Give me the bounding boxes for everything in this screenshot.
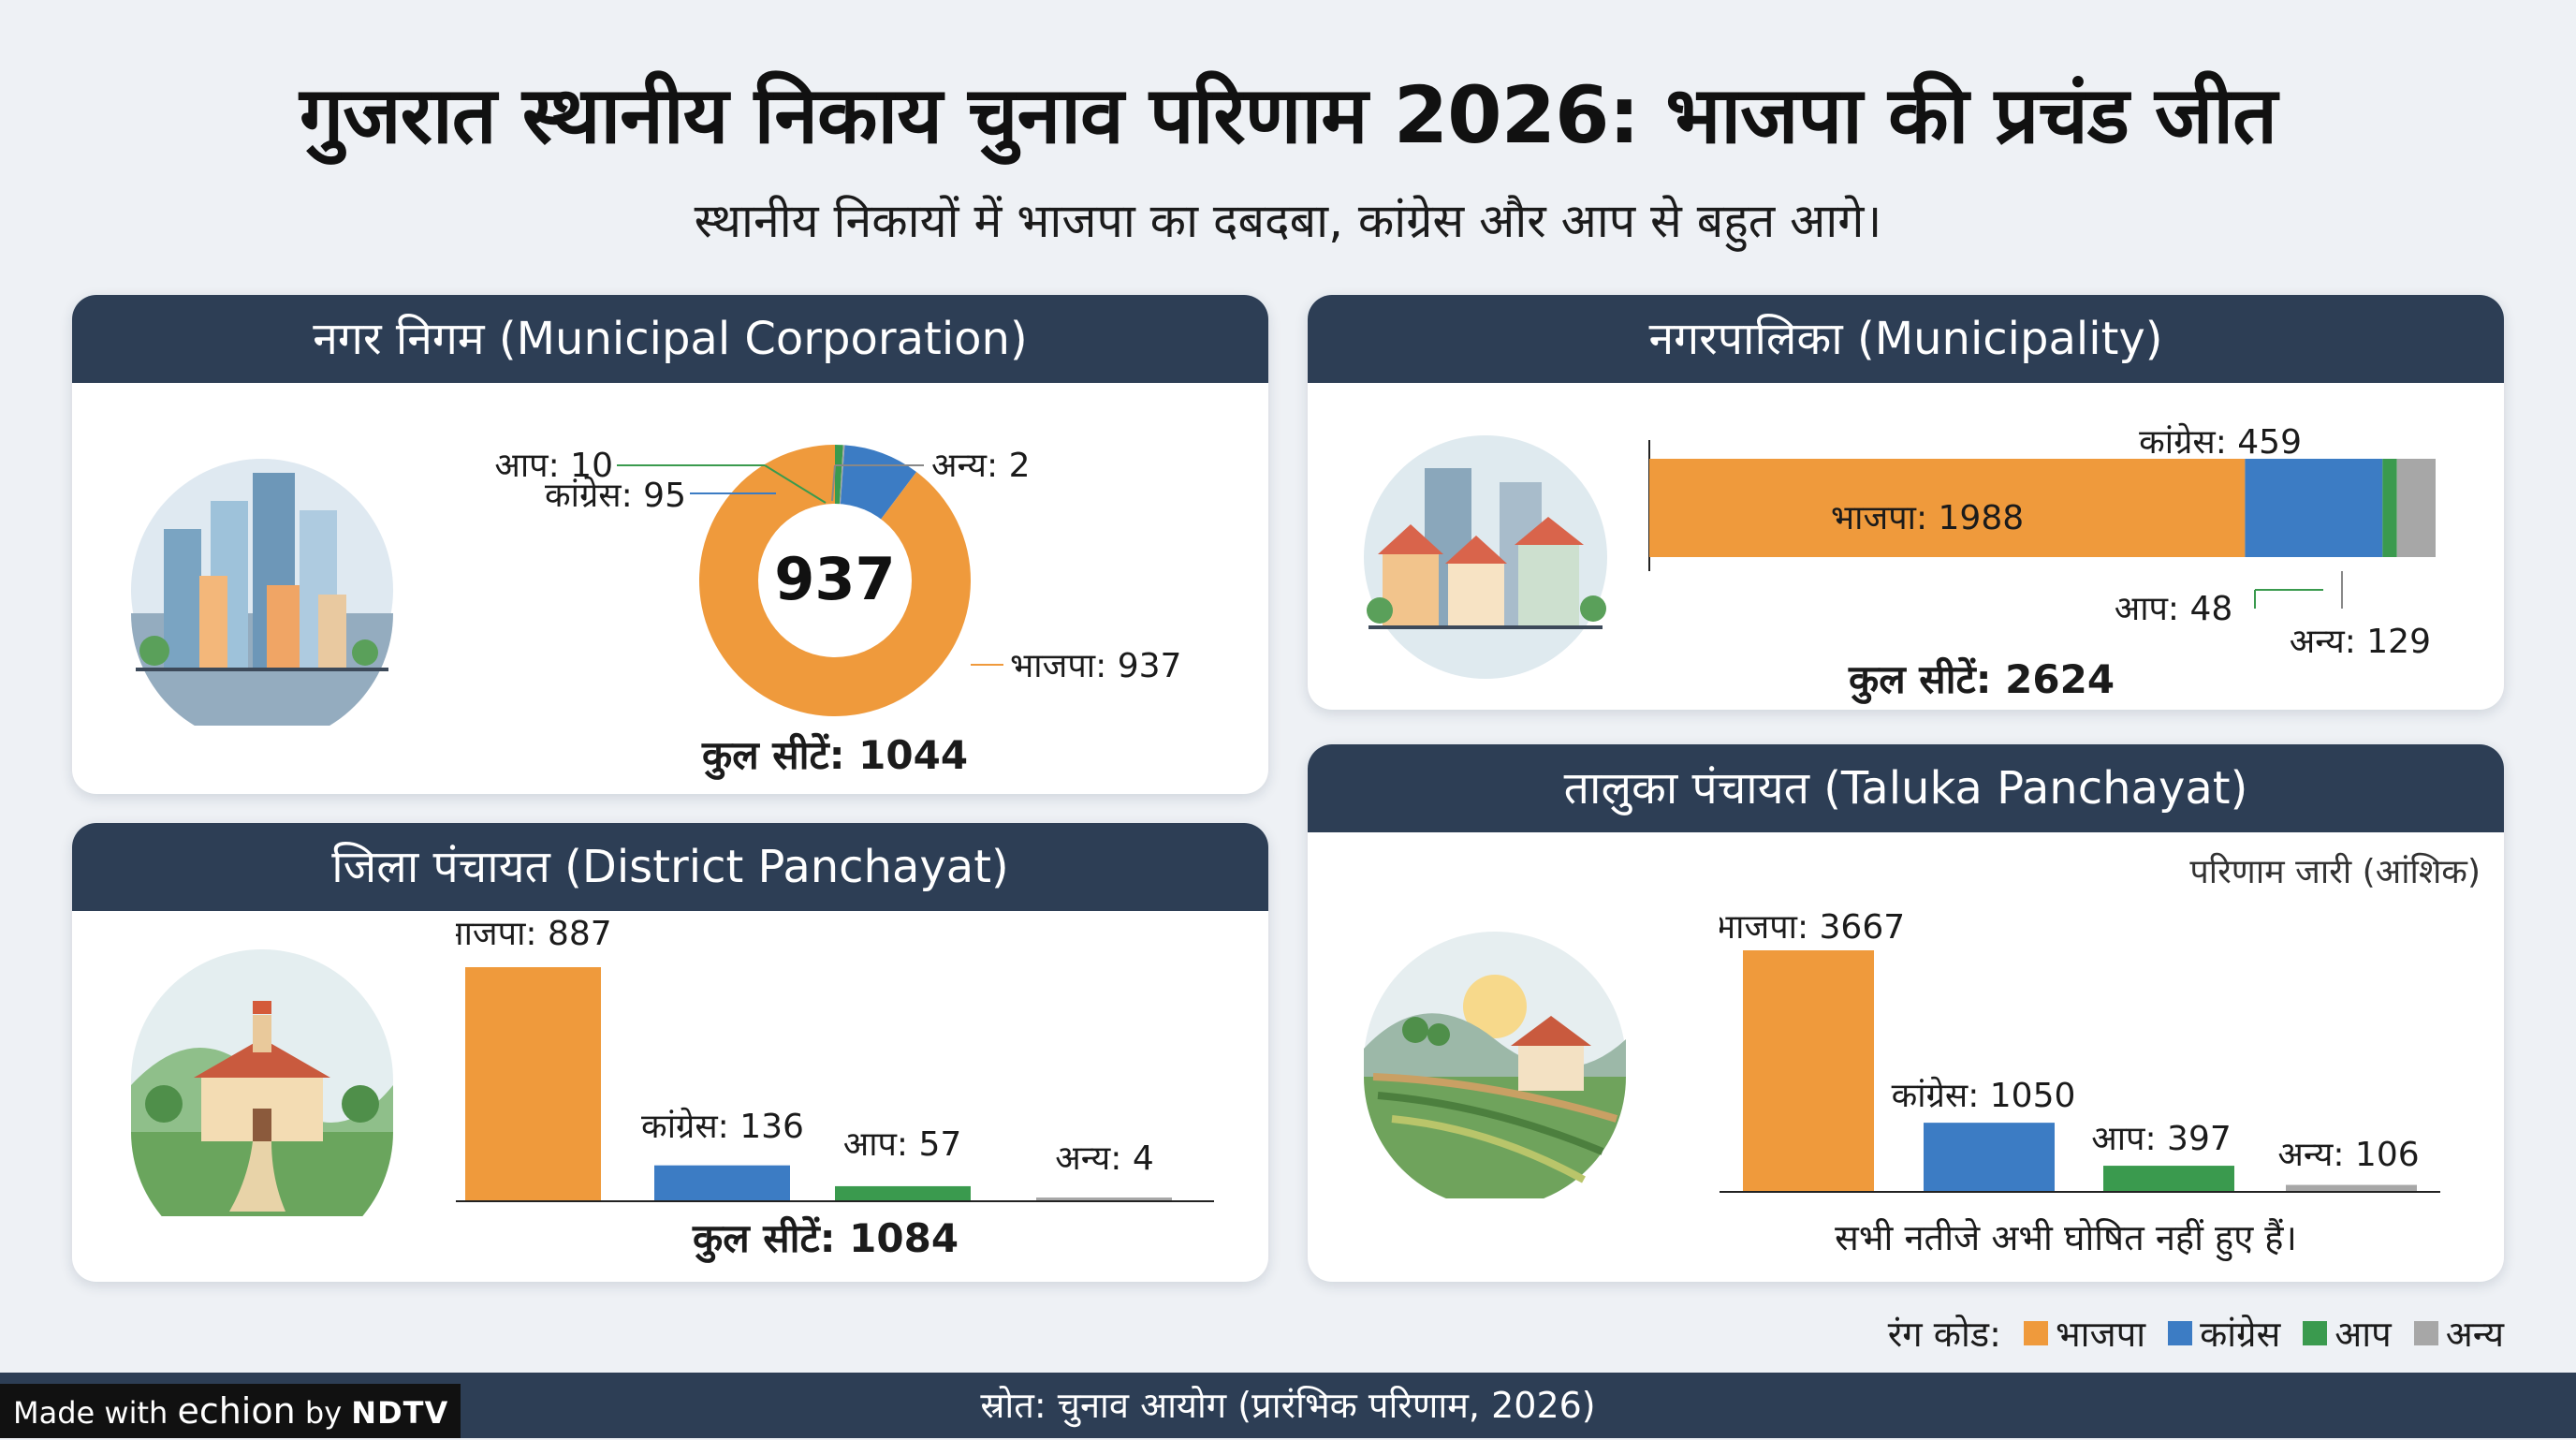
legend-item-bjp: भाजपा [2023, 1309, 2146, 1358]
aap-bar-label: आप: 48 [2115, 590, 2233, 628]
aap-bar-label: आप: 57 [843, 1125, 962, 1164]
legend-item-aap: आप [2303, 1309, 2392, 1358]
town-houses-icon [1364, 435, 1607, 679]
bjp-bar-label: भाजपा: 1988 [1831, 499, 2024, 537]
legend-label-others: अन्य [2445, 1314, 2504, 1355]
municipal-corporation-header: नगर निगम (Municipal Corporation) [72, 295, 1268, 383]
aap-swatch [2303, 1321, 2328, 1345]
bjp-swatch [2023, 1321, 2048, 1345]
legend-label-bjp: भाजपा [2055, 1314, 2146, 1355]
congress-bar [1924, 1123, 2055, 1192]
others-stacked-segment [2396, 459, 2436, 557]
municipal-corporation-total: कुल सीटें: 1044 [701, 732, 968, 780]
others-bar [2286, 1184, 2417, 1192]
ndtv-logo: NDTV [351, 1395, 449, 1431]
municipality-card: नगरपालिका (Municipality) भाजपा: 1988 कां… [1308, 295, 2504, 710]
footer-bar: स्रोत: चुनाव आयोग (प्रारंभिक परिणाम, 202… [0, 1373, 2576, 1438]
district-panchayat-bar-chart: भाजपा: 887 कांग्रेस: 136 आप: 57 अन्य: 4 … [456, 917, 1214, 1263]
municipal-corporation-card: नगर निगम (Municipal Corporation) 937 आप:… [72, 295, 1268, 794]
others-bar [1036, 1198, 1172, 1201]
legend-item-congress: कांग्रेस [2168, 1309, 2280, 1358]
panchayat-building-icon [131, 949, 393, 1216]
aap-bar [835, 1185, 971, 1201]
color-key-legend: रंग कोड: भाजपा कांग्रेस आप अन्य [1888, 1309, 2504, 1358]
partial-results-status: परिणाम जारी (आंशिक) [2189, 853, 2481, 891]
congress-bar-label: कांग्रेस: 459 [2139, 422, 2302, 462]
legend-item-others: अन्य [2413, 1309, 2504, 1358]
municipal-corporation-donut-chart: 937 आप: 10 अन्य: 2 कांग्रेस: 95 भाजपा: 9… [494, 445, 1181, 780]
others-bar-label: अन्य: 129 [2290, 623, 2431, 661]
bjp-bar [1743, 950, 1874, 1192]
aap-bar-label: आप: 397 [2091, 1120, 2232, 1158]
congress-stacked-segment [2245, 459, 2383, 557]
farmland-house-icon [1364, 932, 1626, 1198]
taluka-panchayat-bar-chart: भाजपा: 3667 कांग्रेस: 1050 आप: 397 अन्य:… [1720, 908, 2440, 1262]
district-panchayat-header: जिला पंचायत (District Panchayat) [72, 823, 1268, 911]
district-panchayat-card: जिला पंचायत (District Panchayat) भाजपा: … [72, 823, 1268, 1282]
bjp-bar [465, 967, 601, 1201]
congress-bar-label: कांग्रेस: 1050 [1892, 1076, 2076, 1115]
aap-slice-label: आप: 10 [494, 447, 613, 485]
legend-label-congress: कांग्रेस [2200, 1314, 2281, 1355]
taluka-panchayat-header: तालुका पंचायत (Taluka Panchayat) [1308, 744, 2504, 832]
bjp-bar-label: भाजपा: 887 [456, 917, 612, 953]
color-key-label: रंग कोड: [1887, 1314, 2001, 1355]
bjp-slice-label: भाजपा: 937 [1010, 647, 1181, 685]
district-panchayat-total: कुल सीटें: 1084 [692, 1215, 959, 1263]
others-bar-label: अन्य: 4 [1055, 1139, 1153, 1178]
others-swatch [2413, 1321, 2438, 1345]
page-subtitle: स्थानीय निकायों में भाजपा का दबदबा, कांग… [694, 194, 1882, 248]
others-slice-label: अन्य: 2 [931, 447, 1030, 485]
aap-bar [2103, 1166, 2234, 1192]
made-with-text: Made with [13, 1395, 168, 1431]
bjp-stacked-segment [1649, 459, 2246, 557]
made-with-badge[interactable]: Made with echion by NDTV [0, 1384, 461, 1438]
congress-bar [654, 1165, 790, 1201]
congress-bar-label: कांग्रेस: 136 [641, 1107, 804, 1146]
aap-stacked-segment [2382, 459, 2397, 557]
municipality-total: कुल सीटें: 2624 [1848, 656, 2115, 704]
page-title: गुजरात स्थानीय निकाय चुनाव परिणाम 2026: … [300, 69, 2277, 161]
source-text: स्रोत: चुनाव आयोग (प्रारंभिक परिणाम, 202… [980, 1385, 1596, 1426]
echion-logo: echion [177, 1390, 296, 1432]
municipality-stacked-bar-chart: भाजपा: 1988 कांग्रेस: 459 आप: 48 अन्य: 1… [1648, 422, 2436, 704]
by-text: by [304, 1395, 343, 1431]
donut-center-value: 937 [774, 545, 895, 613]
bjp-bar-label: भाजपा: 3667 [1720, 908, 1905, 947]
others-bar-label: अन्य: 106 [2277, 1136, 2419, 1174]
taluka-panchayat-note: सभी नतीजे अभी घोषित नहीं हुए हैं। [1835, 1217, 2297, 1262]
donut-hole [758, 504, 912, 657]
congress-swatch [2168, 1321, 2193, 1345]
legend-label-aap: आप [2334, 1314, 2392, 1355]
city-skyline-icon [131, 459, 393, 726]
taluka-panchayat-card: तालुका पंचायत (Taluka Panchayat) परिणाम … [1308, 744, 2504, 1282]
municipality-header: नगरपालिका (Municipality) [1308, 295, 2504, 383]
congress-slice-label: कांग्रेस: 95 [545, 476, 686, 515]
